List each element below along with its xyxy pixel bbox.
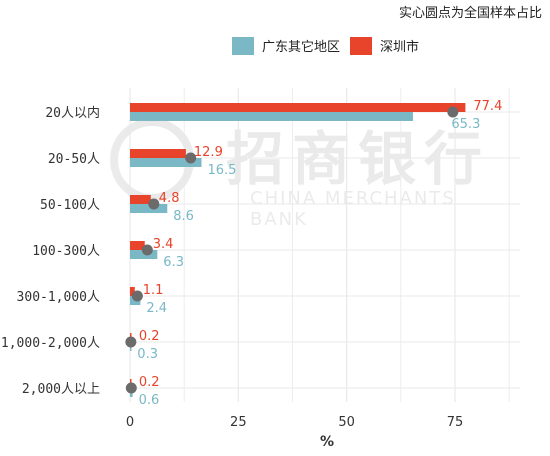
y-tick-label: 2,000人以上 <box>22 382 100 397</box>
national-dot <box>185 152 197 164</box>
y-tick-label: 50-100人 <box>40 198 100 213</box>
national-dot <box>148 198 160 210</box>
legend-swatch-guangdong <box>232 36 254 55</box>
top-note: 实心圆点为全国样本占比 <box>398 6 542 21</box>
data-label-guangdong: 2.4 <box>146 301 167 316</box>
data-label-guangdong: 0.3 <box>137 347 158 362</box>
y-tick-label: 300-1,000人 <box>17 290 100 305</box>
x-tick-label: 25 <box>230 415 247 430</box>
data-label-shenzhen: 12.9 <box>194 145 223 160</box>
y-tick-label: 1,000-2,000人 <box>1 336 100 351</box>
bar-guangdong <box>130 250 158 259</box>
legend-item-guangdong: 广东其它地区 <box>232 36 340 55</box>
legend-label-shenzhen: 深圳市 <box>380 40 420 55</box>
data-label-shenzhen: 0.2 <box>139 375 160 390</box>
data-label-shenzhen: 1.1 <box>143 283 164 298</box>
legend: 广东其它地区 深圳市 <box>232 36 419 55</box>
data-label-guangdong: 0.6 <box>139 393 160 408</box>
national-dot <box>125 336 137 348</box>
data-label-shenzhen: 4.8 <box>159 191 180 206</box>
bar-guangdong <box>130 158 202 167</box>
legend-label-guangdong: 广东其它地区 <box>262 40 341 55</box>
bar-guangdong <box>130 112 413 121</box>
data-label-shenzhen: 0.2 <box>139 329 160 344</box>
x-tick-label: 75 <box>447 415 464 430</box>
national-dot <box>131 290 143 302</box>
data-label-guangdong: 65.3 <box>451 117 480 132</box>
bar-shenzhen <box>130 149 186 158</box>
legend-swatch-shenzhen <box>350 36 373 55</box>
x-tick-label: 50 <box>338 415 355 430</box>
x-tick-label: 0 <box>126 415 134 430</box>
data-label-shenzhen: 77.4 <box>473 99 502 114</box>
data-label-guangdong: 8.6 <box>173 209 194 224</box>
y-tick-label: 100-300人 <box>32 244 100 259</box>
bar-shenzhen <box>130 103 466 112</box>
y-tick-label: 20-50人 <box>48 152 100 167</box>
data-label-shenzhen: 3.4 <box>153 237 174 252</box>
legend-item-shenzhen: 深圳市 <box>350 36 419 55</box>
x-axis-label: % <box>320 434 334 450</box>
bar-shenzhen <box>130 195 151 204</box>
national-dot <box>125 382 137 394</box>
y-tick-label: 20人以内 <box>45 105 100 121</box>
bar-guangdong <box>130 204 168 213</box>
bar-shenzhen <box>130 241 145 250</box>
bar-shenzhen <box>130 287 135 296</box>
national-dot <box>141 244 153 256</box>
data-label-guangdong: 16.5 <box>208 163 237 178</box>
national-dot <box>447 106 459 118</box>
data-label-guangdong: 6.3 <box>163 255 184 270</box>
